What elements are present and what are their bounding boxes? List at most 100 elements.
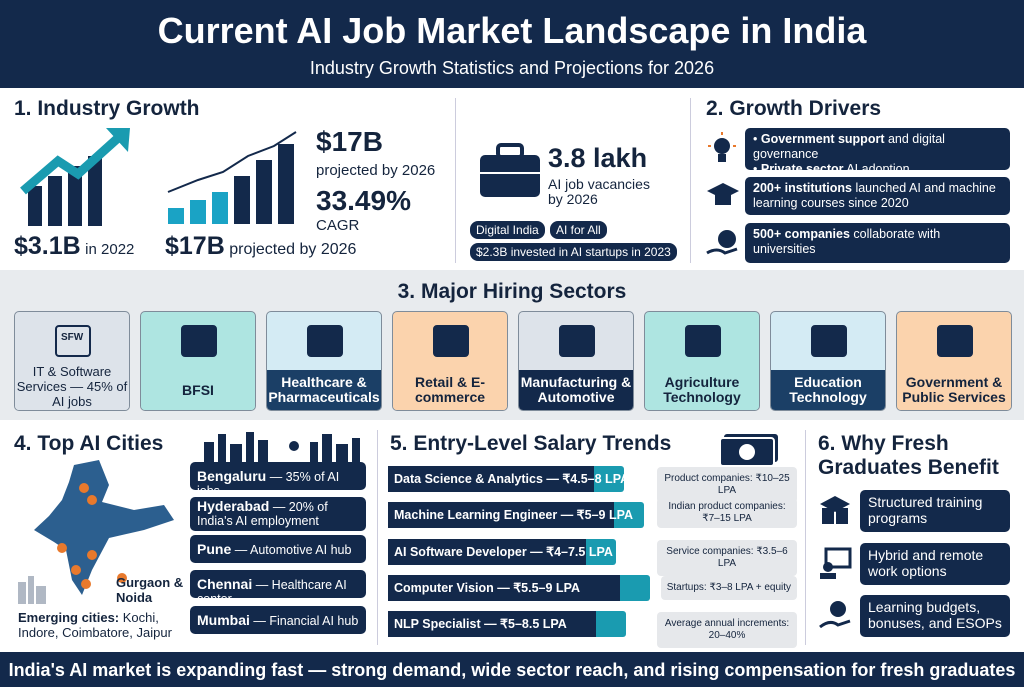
sector-icon [178, 320, 220, 365]
section-title: 2. Growth Drivers [706, 97, 882, 120]
bold-text: Private sector [760, 162, 844, 176]
section-title: 3. Major Hiring Sectors [397, 280, 627, 303]
value: $3.1B [14, 232, 81, 260]
driver-icon [705, 227, 741, 266]
icon-text: SFW [61, 332, 84, 343]
sector-card: BFSI [140, 311, 256, 411]
salary-bar: Data Science & Analytics — ₹4.5–8 LPA [388, 466, 629, 492]
money-icon [719, 434, 778, 467]
city-name: Pune [197, 541, 232, 557]
sector-label: Retail & E-commerce [393, 370, 507, 410]
title: Current AI Job Market Landscape in India [157, 10, 867, 51]
section-title: 1. Industry Growth [14, 97, 200, 120]
divider [455, 98, 456, 263]
driver-line: 500+ companies collaborate with universi… [753, 227, 1002, 257]
benefit-icon [818, 547, 852, 586]
benefit-icon [818, 494, 852, 533]
sector-icon [556, 320, 598, 365]
value: 3.8 lakh [548, 143, 648, 173]
section-title: 5. Entry-Level Salary Trends [390, 432, 672, 455]
text: AI adoption [843, 162, 910, 176]
value: $17B [316, 126, 383, 157]
driver-icon [705, 132, 739, 171]
section-title: 6. Why Fresh Graduates Benefit [818, 432, 999, 479]
text: collaborate with universities [753, 227, 941, 256]
bold-text: 500+ companies [753, 227, 850, 241]
tag: Digital India [470, 221, 545, 239]
driver-item: 200+ institutions launched AI and machin… [745, 177, 1010, 215]
sector-icon [430, 320, 472, 365]
city-desc: — Financial AI hub [249, 614, 359, 628]
city-name: Hyderabad [197, 498, 270, 514]
sector-card: Retail & E-commerce [392, 311, 508, 411]
city-name: Bengaluru [197, 468, 267, 484]
bold-text: Government support [760, 132, 885, 146]
city-item: Pune — Automotive AI hub [190, 535, 366, 563]
text: and digital governance [753, 132, 945, 161]
sector-icon [934, 320, 976, 365]
footer: India's AI market is expanding fast — st… [8, 660, 1016, 680]
salary-bar: Machine Learning Engineer — ₹5–9 LPA [388, 502, 633, 528]
header-bar [0, 0, 1024, 88]
city-item: Chennai — Healthcare AI center [190, 570, 366, 606]
sector-label: Government & Public Services [897, 370, 1011, 410]
sector-icon [52, 320, 94, 365]
city-desc: — Healthcare AI center [197, 578, 347, 606]
subtitle: Industry Growth Statistics and Projectio… [309, 58, 715, 78]
salary-bar: Computer Vision — ₹5.5–9 LPA [388, 575, 620, 601]
tag: AI for All [550, 221, 607, 239]
growth-icons [20, 128, 297, 226]
sector-label: Healthcare & Pharmaceuticals [267, 370, 381, 410]
sector-icon [808, 320, 850, 365]
driver-icon [705, 181, 741, 216]
city-name: Mumbai [197, 612, 250, 628]
map-and-skyline [18, 432, 360, 604]
salary-bar: NLP Specialist — ₹5–8.5 LPA [388, 611, 596, 637]
benefit-icon [818, 599, 852, 638]
base-stat: $3.1B in 2022 [14, 232, 134, 261]
sector-card: Agriculture Technology [644, 311, 760, 411]
sector-label: BFSI [141, 370, 255, 410]
sector-label: Manufacturing & Automotive [519, 370, 633, 410]
section-title: 4. Top AI Cities [14, 432, 164, 455]
salary-note: Average annual increments: 20–40% [657, 612, 797, 648]
benefit-item: Structured training programs [860, 490, 1010, 532]
text: launched AI and machine learning courses… [753, 181, 996, 210]
salary-note: Product companies: ₹10–25 LPA [657, 467, 797, 503]
text: Kochi, Indore, Coimbatore, Jaipur [18, 610, 172, 640]
note: AI job vacancies by 2026 [548, 176, 650, 207]
sector-label: IT & Software Services — 45% of AI jobs [15, 362, 129, 410]
benefit-item: Hybrid and remote work options [860, 543, 1010, 585]
value: $17B [165, 232, 225, 260]
emerging-cities: Emerging cities: Kochi, Indore, Coimbato… [18, 610, 186, 640]
proj-stat: $17B projected by 2026 [165, 232, 356, 261]
sector-card: Education Technology [770, 311, 886, 411]
label: Emerging cities: [18, 610, 120, 625]
bold-text: 200+ institutions [753, 181, 852, 195]
note: CAGR [316, 217, 360, 234]
driver-item: • Government support and digital governa… [745, 128, 1010, 176]
briefcase-icon [480, 143, 540, 197]
sector-card: Government & Public Services [896, 311, 1012, 411]
city-item: Hyderabad — 20% of India's AI employment [190, 497, 366, 531]
city-item: Bengaluru — 35% of AI jobs [190, 462, 366, 498]
sector-card: SFW IT & Software Services — 45% of AI jo… [14, 311, 130, 411]
city-desc: — 20% of India's AI employment [197, 500, 328, 528]
driver-line: • Government support and digital governa… [753, 132, 945, 161]
sector-icon [682, 320, 724, 365]
city-name: Chennai [197, 576, 253, 592]
salary-note: Indian product companies: ₹7–15 LPA [657, 498, 797, 528]
city-desc: — 35% of AI jobs [197, 470, 340, 498]
sector-label: Agriculture Technology [645, 370, 759, 410]
driver-item: 500+ companies collaborate with universi… [745, 223, 1010, 263]
driver-line: 200+ institutions launched AI and machin… [753, 181, 1002, 211]
driver-line: • Private sector AI adoption [753, 162, 910, 176]
footer-bar [0, 652, 1024, 687]
note: projected by 2026 [229, 241, 357, 258]
divider [690, 98, 691, 263]
city-desc: — Automotive AI hub [231, 543, 352, 557]
salary-bar: AI Software Developer — ₹4–7.5 LPA [388, 539, 613, 565]
salary-note: Service companies: ₹3.5–6 LPA [657, 540, 797, 576]
benefit-item: Learning budgets, bonuses, and ESOPs [860, 595, 1010, 637]
